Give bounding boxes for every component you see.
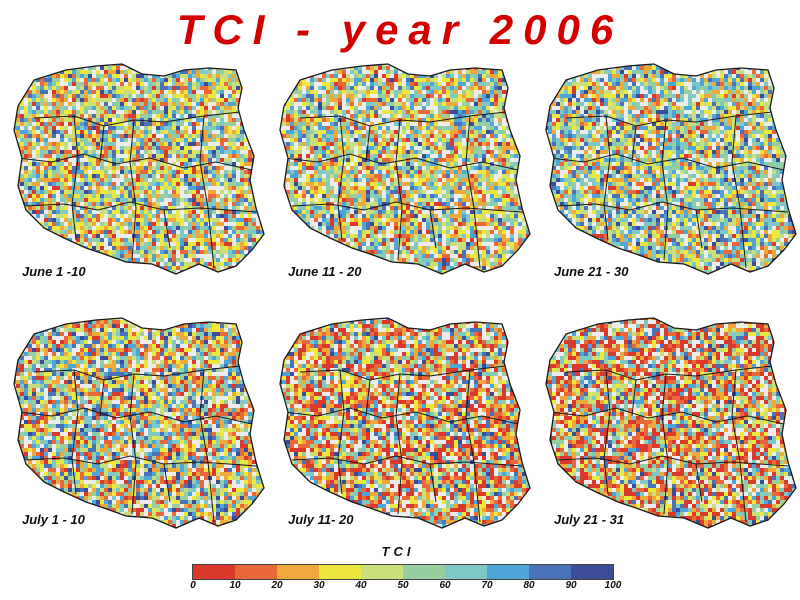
tci-map-panel: June 1 -10 bbox=[4, 58, 272, 288]
region-border bbox=[695, 209, 703, 249]
region-border bbox=[99, 125, 105, 163]
tci-map bbox=[13, 317, 265, 529]
region-border bbox=[337, 115, 345, 241]
region-border bbox=[661, 119, 669, 261]
legend-tick-label: 80 bbox=[523, 580, 535, 591]
country-border bbox=[545, 63, 797, 275]
legend-tick-label: 10 bbox=[229, 580, 241, 591]
tci-map-panel: July 1 - 10 bbox=[4, 312, 272, 542]
region-border bbox=[731, 369, 747, 523]
country-border bbox=[545, 317, 797, 529]
legend-swatch bbox=[529, 565, 571, 579]
region-border bbox=[695, 463, 703, 503]
region-border bbox=[429, 209, 437, 249]
legend-swatch bbox=[361, 565, 403, 579]
legend-tick-label: 30 bbox=[313, 580, 325, 591]
tci-map bbox=[279, 317, 531, 529]
region-border bbox=[631, 379, 637, 417]
region-border bbox=[465, 115, 481, 269]
region-border bbox=[129, 373, 137, 515]
country-border bbox=[279, 317, 531, 529]
region-border bbox=[465, 369, 481, 523]
legend-swatch bbox=[403, 565, 445, 579]
tci-map-panel: July 11- 20 bbox=[270, 312, 538, 542]
region-border bbox=[71, 115, 79, 241]
legend-swatch bbox=[571, 565, 613, 579]
map-period-label: June 21 - 30 bbox=[554, 264, 629, 279]
tci-map-panel: June 11 - 20 bbox=[270, 58, 538, 288]
legend-swatch bbox=[235, 565, 277, 579]
region-border bbox=[395, 373, 403, 515]
region-border bbox=[17, 407, 253, 425]
legend-tick-label: 20 bbox=[271, 580, 283, 591]
region-border bbox=[25, 201, 257, 213]
region-border bbox=[17, 153, 253, 171]
region-border bbox=[557, 201, 789, 213]
region-border bbox=[631, 125, 637, 163]
region-border bbox=[395, 119, 403, 261]
tci-map-panel: June 21 - 30 bbox=[536, 58, 800, 288]
region-border bbox=[129, 119, 137, 261]
legend-swatch bbox=[319, 565, 361, 579]
region-border bbox=[365, 125, 371, 163]
legend-color-bar bbox=[192, 564, 614, 580]
tci-map-panel: July 21 - 31 bbox=[536, 312, 800, 542]
region-border bbox=[283, 153, 519, 171]
region-border bbox=[557, 455, 789, 467]
tci-map bbox=[279, 63, 531, 275]
region-border bbox=[365, 379, 371, 417]
legend-swatch bbox=[277, 565, 319, 579]
page-title: TCI - year 2006 bbox=[176, 6, 624, 53]
region-border bbox=[549, 407, 785, 425]
region-border bbox=[163, 209, 171, 249]
legend-tick-label: 50 bbox=[397, 580, 409, 591]
legend-tick-label: 0 bbox=[190, 580, 196, 591]
region-border bbox=[199, 369, 215, 523]
region-border bbox=[25, 455, 257, 467]
country-border bbox=[13, 63, 265, 275]
region-border bbox=[291, 201, 523, 213]
legend-tick-label: 40 bbox=[355, 580, 367, 591]
region-border bbox=[549, 153, 785, 171]
tci-pixel-field bbox=[546, 318, 796, 528]
region-border bbox=[661, 373, 669, 515]
country-border bbox=[279, 63, 531, 275]
country-border bbox=[13, 317, 265, 529]
tci-map bbox=[545, 317, 797, 529]
tci-pixel-field bbox=[14, 318, 264, 528]
legend-tick-label: 90 bbox=[565, 580, 577, 591]
region-border bbox=[337, 369, 345, 495]
tci-map bbox=[545, 63, 797, 275]
region-border bbox=[731, 115, 747, 269]
map-period-label: July 1 - 10 bbox=[22, 512, 85, 527]
map-period-label: June 1 -10 bbox=[22, 264, 86, 279]
legend-tick-label: 100 bbox=[604, 580, 622, 591]
region-border bbox=[603, 115, 611, 241]
map-period-label: July 21 - 31 bbox=[554, 512, 625, 527]
map-period-label: June 11 - 20 bbox=[288, 264, 362, 279]
region-border bbox=[99, 379, 105, 417]
region-border bbox=[71, 369, 79, 495]
region-border bbox=[603, 369, 611, 495]
region-border bbox=[283, 407, 519, 425]
tci-map bbox=[13, 63, 265, 275]
region-border bbox=[199, 115, 215, 269]
legend: TCI 0 10 20 30 40 50 60 70 80 90 100 bbox=[188, 544, 628, 600]
region-border bbox=[291, 455, 523, 467]
legend-swatch bbox=[445, 565, 487, 579]
region-border bbox=[429, 463, 437, 503]
legend-tick-label: 60 bbox=[439, 580, 451, 591]
legend-title: TCI bbox=[381, 544, 415, 559]
map-period-label: July 11- 20 bbox=[288, 512, 354, 527]
region-border bbox=[163, 463, 171, 503]
legend-swatch bbox=[193, 565, 235, 579]
legend-tick-label: 70 bbox=[481, 580, 493, 591]
legend-swatch bbox=[487, 565, 529, 579]
